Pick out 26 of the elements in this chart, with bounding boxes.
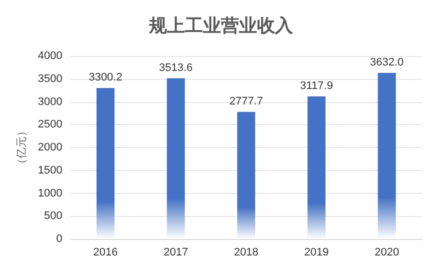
data-label: 3300.2 — [88, 72, 122, 84]
bar — [237, 112, 256, 239]
y-tick-label: 3000 — [38, 96, 62, 108]
x-tick-label: 2016 — [93, 246, 118, 258]
data-label: 3513.6 — [159, 62, 193, 74]
y-axis-title: （亿元） — [15, 126, 28, 170]
bar — [166, 78, 185, 239]
bar — [308, 96, 326, 239]
data-label: 2777.7 — [229, 95, 264, 108]
y-tick-label: 4000 — [38, 50, 62, 62]
x-tick-label: 2019 — [304, 246, 329, 258]
y-tick-label: 500 — [44, 210, 62, 222]
bar — [96, 88, 115, 239]
data-label: 3117.9 — [300, 80, 333, 92]
y-tick-label: 1500 — [38, 164, 62, 176]
y-tick-label: 0 — [56, 233, 62, 245]
y-tick-label: 1000 — [38, 187, 62, 200]
x-tick-label: 2020 — [374, 246, 400, 258]
x-tick-label: 2017 — [164, 246, 188, 258]
data-label: 3632.0 — [370, 56, 404, 68]
y-tick-label: 2000 — [38, 142, 62, 154]
x-tick-label: 2018 — [234, 246, 258, 258]
chart-title: 规上工业营业收入 — [148, 16, 294, 36]
bar — [378, 72, 396, 239]
y-tick-label: 2500 — [38, 118, 62, 131]
y-tick-label: 3500 — [38, 72, 62, 85]
